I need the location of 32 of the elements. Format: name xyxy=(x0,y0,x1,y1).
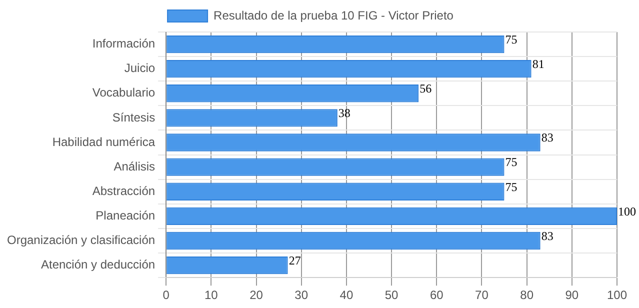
data-label: 83 xyxy=(541,228,554,243)
x-tick-label: 100 xyxy=(606,288,628,302)
x-tick-label: 50 xyxy=(384,288,399,302)
y-tick-label: Información xyxy=(92,36,156,51)
data-label: 100 xyxy=(618,204,636,218)
y-tick-label: Atención y deducción xyxy=(40,258,156,272)
x-tick-label: 80 xyxy=(520,288,534,302)
data-label: 27 xyxy=(288,253,301,268)
x-tick-label: 30 xyxy=(294,288,308,302)
data-label: 81 xyxy=(532,56,544,71)
y-tick-label: Planeación xyxy=(96,208,156,223)
x-tick-label: 60 xyxy=(430,288,444,302)
data-label: 75 xyxy=(505,32,518,46)
data-label: 38 xyxy=(338,106,350,120)
x-tick-label: 10 xyxy=(204,288,218,302)
x-tick-label: 70 xyxy=(475,288,489,302)
x-tick-label: 90 xyxy=(565,288,579,302)
y-tick-label: Síntesis xyxy=(112,110,156,124)
y-tick-label: Abstracción xyxy=(92,184,156,198)
y-tick-label: Juicio xyxy=(124,61,156,76)
x-tick-label: 40 xyxy=(340,288,354,302)
y-tick-label: Análisis xyxy=(114,159,156,174)
y-tick-label: Habilidad numérica xyxy=(52,134,156,149)
x-tick-label: 0 xyxy=(162,288,170,302)
data-label: 56 xyxy=(420,82,432,96)
y-tick-label: Vocabulario xyxy=(92,86,156,100)
data-label: 75 xyxy=(505,155,518,170)
x-tick-label: 20 xyxy=(250,288,264,302)
legend-label: Resultado de la prueba 10 FIG - Victor Prieto xyxy=(214,8,454,22)
data-label: 83 xyxy=(541,130,554,145)
data-label: 75 xyxy=(505,180,518,194)
y-tick-label: Organización y clasificación xyxy=(6,233,156,248)
